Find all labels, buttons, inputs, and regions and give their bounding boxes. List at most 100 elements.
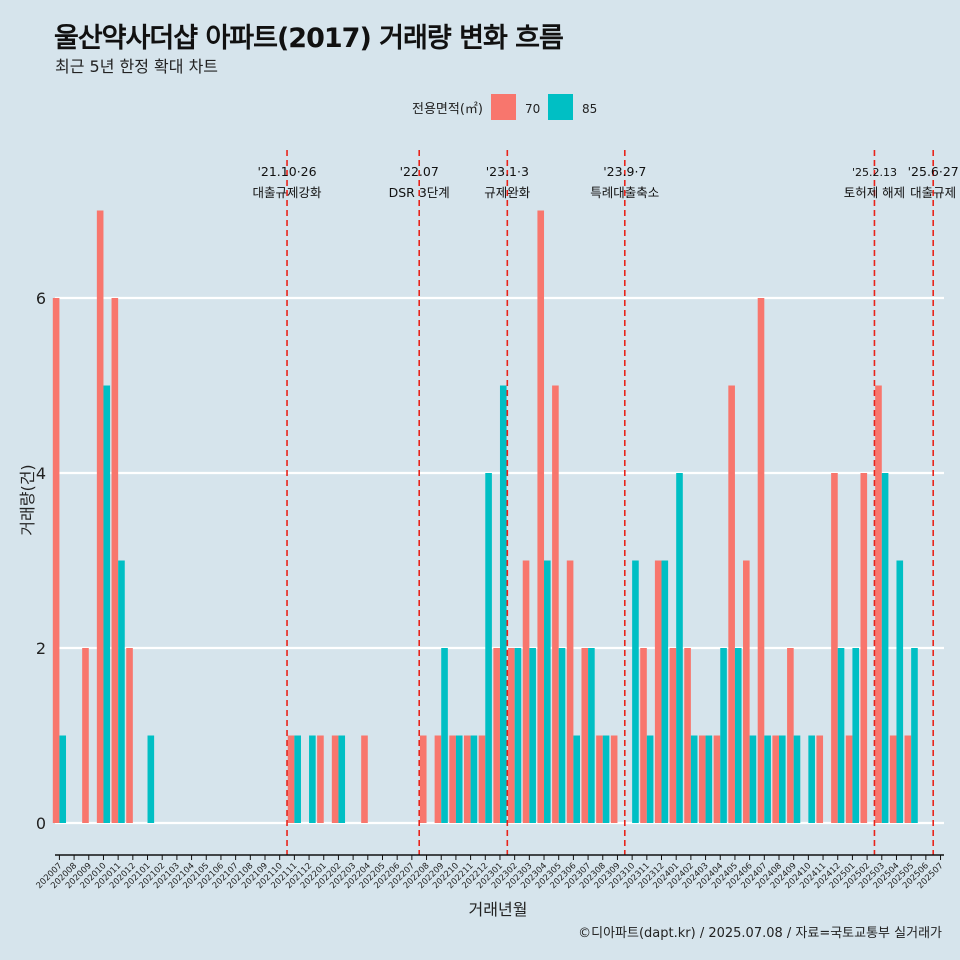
bar-85-202504 [896,560,904,823]
bar-85-202304 [544,560,551,823]
bar-85-202308 [602,735,610,823]
bar-70-202212 [478,735,486,823]
bar-70-202307 [581,648,589,823]
event-label: 토허제 해제 [844,185,905,200]
y-axis-label: 거래량(건) [18,464,37,535]
bar-70-202010 [96,210,104,823]
bar-85-202405 [734,648,742,823]
bar-70-202208 [419,735,427,823]
bar-70-202408 [772,735,779,823]
bar-85-202406 [749,735,757,823]
axes: 0246202007202008202009202010202011202012… [18,289,946,919]
bar-85-202401 [676,473,683,823]
x-axis-label: 거래년월 [469,900,528,919]
event-date: '23.1·3 [486,164,529,179]
bar-70-202312 [654,560,662,823]
bar-85-202311 [646,735,654,823]
bar-70-202304 [537,210,545,823]
bar-85-202307 [588,648,595,823]
bar-70-202501 [845,735,853,823]
bar-70-202209 [434,735,442,823]
bar-85-202202 [338,735,346,823]
bar-85-202402 [690,735,698,823]
bar-70-202302 [508,648,515,823]
legend-key-70 [491,94,516,120]
bar-85-202211 [470,735,478,823]
bar-85-202010 [103,385,111,823]
bar-85-202305 [558,648,566,823]
bar-70-202403 [698,735,706,823]
event-label: 규제완화 [484,185,531,200]
legend: 전용면적(㎡) 70 85 [412,94,597,120]
bar-70-202309 [610,735,618,823]
bar-85-202403 [705,735,713,823]
bar-85-202302 [514,648,522,823]
bar-85-202011 [118,560,125,823]
bar-85-202409 [793,735,801,823]
event-date: '23.9·7 [603,164,646,179]
bar-70-202305 [552,385,559,823]
bar-85-202407 [764,735,771,823]
bar-70-202308 [596,735,603,823]
bar-85-202112 [309,735,316,823]
bar-85-202301 [499,385,507,823]
legend-key-85 [548,94,573,120]
bar-85-202505 [911,648,918,823]
bar-70-202201 [317,735,324,823]
bar-85-202408 [778,735,786,823]
bar-85-202310 [632,560,639,823]
bar-70-202412 [831,473,838,823]
bar-85-202007 [59,735,67,823]
bar-85-202101 [147,735,155,823]
bar-70-202404 [713,735,721,823]
source-caption: ©디아파트(dapt.kr) / 2025.07.08 / 자료=국토교통부 실… [578,926,942,941]
bar-70-202406 [743,560,750,823]
y-tick-label: 2 [36,639,46,658]
bar-70-202303 [522,560,530,823]
bar-70-202210 [449,735,456,823]
bar-70-202411 [816,735,824,823]
bar-70-202402 [684,648,691,823]
bar-70-202111 [287,735,295,823]
event-date: '25.6·27 [908,164,959,179]
event-date: '25.2.13 [852,166,897,179]
bar-85-202210 [455,735,463,823]
event-label: DSR 3단계 [389,185,450,200]
legend-label-70: 70 [525,102,540,116]
chart-subtitle: 최근 5년 한정 확대 차트 [55,57,219,76]
bar-70-202202 [331,735,339,823]
bar-85-202404 [720,648,727,823]
bar-70-202007 [52,298,60,823]
y-tick-label: 6 [36,289,46,308]
bar-70-202407 [757,298,765,823]
bar-70-202011 [111,298,119,823]
bar-70-202504 [889,735,897,823]
bar-70-202211 [463,735,471,823]
bar-70-202012 [126,648,133,823]
bar-70-202502 [860,473,868,823]
bar-70-202301 [493,648,500,823]
bar-70-202505 [904,735,912,823]
bar-85-202212 [485,473,492,823]
bar-85-202303 [529,648,536,823]
legend-title: 전용면적(㎡) [412,102,483,117]
bar-70-202306 [566,560,574,823]
bars [52,210,918,823]
y-tick-label: 0 [36,814,46,833]
bar-85-202209 [441,648,448,823]
event-date: '22.07 [400,164,439,179]
event-label: 대출규제강화 [253,185,323,200]
event-label: 대출규제 [910,185,956,200]
bar-70-202311 [640,648,647,823]
bar-70-202503 [875,385,882,823]
event-lines: '21.10·26 대출규제강화 '22.07 DSR 3단계 '23.1·3 규제완화 '… [253,150,959,855]
bar-85-202111 [294,735,301,823]
bar-70-202401 [669,648,677,823]
bar-70-202409 [787,648,794,823]
chart-title: 울산약사더샵 아파트(2017) 거래량 변화 흐름 [54,23,564,54]
bar-85-202501 [852,648,860,823]
y-tick-label: 4 [36,464,46,483]
bar-85-202503 [881,473,889,823]
bar-70-202405 [728,385,735,823]
